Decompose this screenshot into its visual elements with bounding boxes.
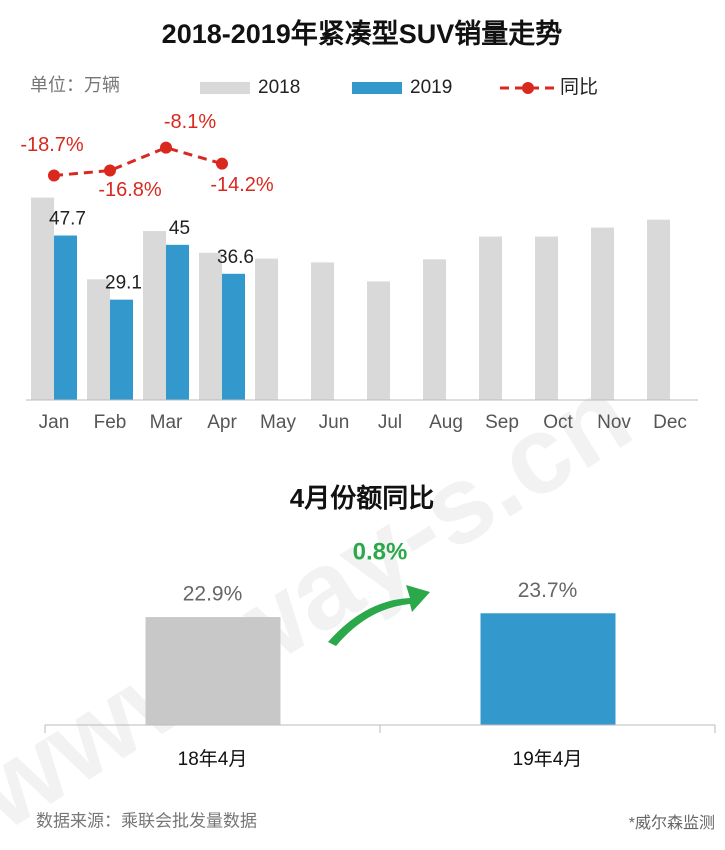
- annotation: 0.8%: [353, 538, 408, 565]
- value-label: 29.1: [105, 273, 142, 294]
- bar: [54, 235, 77, 400]
- yoy-label: -14.2%: [210, 174, 274, 196]
- x-tick-label: May: [260, 412, 296, 433]
- legend-label: 同比: [560, 76, 598, 98]
- bar: [647, 219, 670, 400]
- legend-swatch: [352, 82, 402, 94]
- x-tick-label: Sep: [485, 412, 519, 433]
- x-tick-label: Nov: [597, 412, 631, 433]
- yoy-label: -16.8%: [98, 179, 162, 201]
- x-tick-label: 18年4月: [178, 748, 248, 770]
- value-label: 45: [169, 218, 190, 239]
- yoy-label: -8.1%: [164, 111, 216, 133]
- arrow: [328, 585, 430, 646]
- bar: [143, 231, 166, 400]
- bar: [222, 273, 245, 400]
- chart-title: 2018-2019年紧凑型SUV销量走势: [162, 18, 563, 49]
- yoy-dot: [104, 164, 116, 177]
- bar: [535, 236, 558, 400]
- bar: [311, 262, 334, 400]
- value-label: 36.6: [217, 247, 254, 268]
- yoy-dot: [48, 169, 60, 182]
- bar: [423, 259, 446, 400]
- x-tick-label: 19年4月: [513, 748, 583, 770]
- bar: [591, 227, 614, 400]
- x-tick-label: Feb: [94, 412, 127, 433]
- bar: [479, 236, 502, 400]
- x-tick-label: Apr: [207, 412, 237, 433]
- bar: [31, 197, 54, 400]
- value-label: 23.7%: [518, 579, 578, 602]
- x-tick-label: Mar: [150, 412, 183, 433]
- unit-label: 单位：万辆: [30, 75, 120, 95]
- bar: [110, 299, 133, 400]
- value-label: 47.7: [49, 209, 86, 230]
- bar: [480, 613, 616, 725]
- x-tick-label: Dec: [653, 412, 687, 433]
- bar: [255, 258, 278, 400]
- x-tick-label: Jan: [39, 412, 70, 433]
- legend-dot: [522, 82, 534, 94]
- legend-label: 2019: [410, 77, 452, 98]
- x-tick-label: Jul: [378, 412, 402, 433]
- bar: [367, 281, 390, 400]
- legend-label: 2018: [258, 77, 300, 98]
- source: 数据来源：乘联会批发量数据: [36, 811, 257, 830]
- x-tick-label: Jun: [319, 412, 350, 433]
- chart-title: 4月份额同比: [290, 483, 434, 513]
- yoy-dot: [216, 157, 228, 170]
- x-tick-label: Oct: [543, 412, 573, 433]
- bar: [87, 279, 110, 400]
- bar: [199, 252, 222, 400]
- yoy-label: -18.7%: [20, 134, 84, 156]
- legend-swatch: [200, 82, 250, 94]
- bar: [166, 244, 189, 400]
- bar: [145, 617, 281, 725]
- value-label: 22.9%: [183, 583, 243, 606]
- x-tick-label: Aug: [429, 412, 463, 433]
- credit: *威尔森监测: [629, 814, 715, 832]
- yoy-dot: [160, 141, 172, 154]
